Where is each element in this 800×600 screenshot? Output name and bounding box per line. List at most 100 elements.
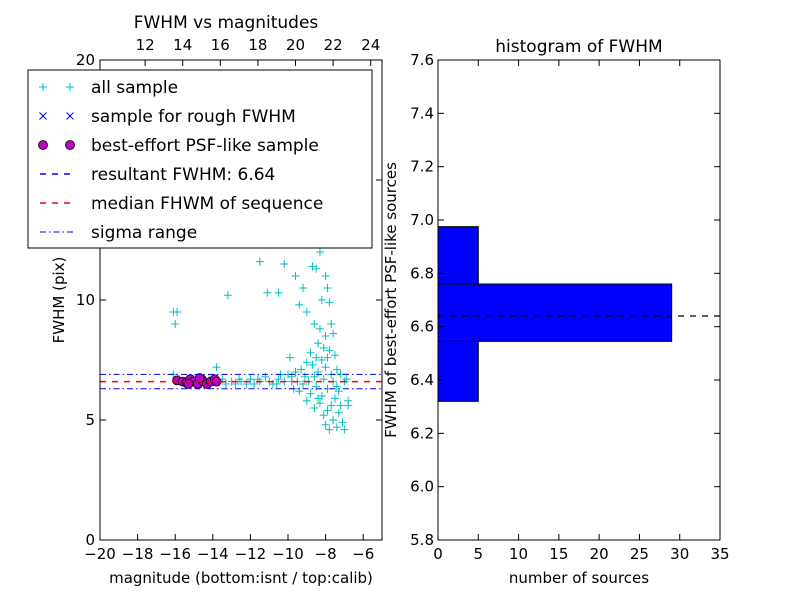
all-sample-point bbox=[285, 353, 294, 362]
all-sample-point bbox=[331, 351, 339, 360]
all-sample-point bbox=[223, 291, 232, 300]
all-sample-point bbox=[332, 382, 341, 391]
legend-circle-marker bbox=[65, 140, 75, 150]
y-tick-label: 20 bbox=[76, 51, 95, 69]
legend-label: best-effort PSF-like sample bbox=[91, 136, 319, 156]
scatter-panel: FWHM vs magnitudes −20 −18 −16 −14 −12 −10 −8−… bbox=[27, 13, 383, 587]
histogram-axes: 0 5 10 15 20 25 30 35 5.8 6.0 6.2 6.4 6.6 6.8 7.0 7.2 7.… bbox=[410, 51, 729, 563]
all-sample-point bbox=[321, 332, 330, 340]
all-sample-point bbox=[336, 401, 345, 410]
top-x-tick-label: 14 bbox=[173, 36, 192, 54]
y-tick-label: 7.2 bbox=[410, 158, 434, 176]
y-tick-label: 7.6 bbox=[410, 51, 434, 69]
legend-cross-marker bbox=[39, 112, 47, 120]
y-tick-label: 7.0 bbox=[410, 211, 434, 229]
y-tick-label: 10 bbox=[76, 291, 95, 309]
all-sample-point bbox=[315, 324, 324, 333]
x-tick-label: 25 bbox=[630, 545, 649, 563]
all-sample-point bbox=[297, 365, 306, 374]
scatter-ylabel: FWHM (pix) bbox=[50, 257, 68, 344]
all-sample-point bbox=[338, 418, 347, 427]
histogram-bar bbox=[437, 340, 479, 402]
top-x-tick-label: 16 bbox=[211, 36, 230, 54]
all-sample-point bbox=[319, 375, 328, 384]
x-tick-label: 0 bbox=[433, 545, 443, 563]
legend-box bbox=[27, 69, 373, 249]
top-x-tick-label: 12 bbox=[136, 36, 155, 54]
all-sample-point bbox=[325, 346, 334, 355]
all-sample-point bbox=[302, 308, 311, 316]
all-sample-point bbox=[212, 363, 221, 372]
legend-entry: best-effort PSF-like sample bbox=[38, 136, 319, 156]
all-sample-point bbox=[312, 353, 321, 362]
all-sample-point bbox=[327, 401, 336, 410]
all-sample-point bbox=[340, 425, 349, 434]
legend-label: median FHWM of sequence bbox=[91, 194, 323, 214]
legend-label: sample for rough FWHM bbox=[91, 107, 296, 127]
all-sample-point bbox=[342, 375, 351, 384]
legend-circle-marker bbox=[38, 140, 48, 150]
all-sample-point bbox=[246, 375, 255, 384]
x-tick-label: −6 bbox=[352, 545, 374, 563]
all-sample-point bbox=[329, 329, 338, 338]
all-sample-point bbox=[314, 339, 323, 348]
x-tick-label: −12 bbox=[235, 545, 267, 563]
legend-entry: sample for rough FWHM bbox=[39, 107, 296, 127]
x-tick-label: −20 bbox=[84, 545, 116, 563]
all-sample-point bbox=[263, 288, 272, 297]
all-sample-point bbox=[319, 411, 328, 420]
scatter-title: FWHM vs magnitudes bbox=[134, 13, 319, 33]
all-sample-point bbox=[327, 320, 336, 328]
y-tick-label: 7.4 bbox=[410, 104, 434, 122]
x-tick-label: −16 bbox=[159, 545, 191, 563]
all-sample-point bbox=[325, 425, 334, 434]
legend-label: all sample bbox=[91, 78, 178, 98]
legend-label: sigma range bbox=[91, 223, 197, 243]
all-sample-point bbox=[302, 396, 311, 405]
all-sample-point bbox=[255, 257, 264, 266]
all-sample-point bbox=[314, 394, 323, 403]
all-sample-point bbox=[274, 288, 283, 297]
top-x-tick-label: 22 bbox=[324, 36, 343, 54]
all-sample-point bbox=[317, 356, 326, 364]
histogram-bar bbox=[437, 226, 479, 285]
scatter-axes: −20−18−16−14−12−10−8−6051015201214161820… bbox=[76, 36, 382, 563]
y-tick-label: 0 bbox=[85, 531, 95, 549]
all-sample-point bbox=[344, 396, 353, 405]
all-sample-point bbox=[315, 248, 324, 256]
x-tick-label: −10 bbox=[272, 545, 304, 563]
psf-like-point bbox=[194, 373, 205, 383]
x-tick-label: 15 bbox=[549, 545, 568, 563]
y-tick-label: 6.6 bbox=[410, 318, 434, 336]
histogram-bar bbox=[437, 283, 673, 342]
x-tick-label: 10 bbox=[509, 545, 528, 563]
all-sample-point bbox=[323, 284, 332, 292]
all-sample-point bbox=[321, 420, 330, 429]
all-sample-point bbox=[299, 380, 308, 388]
legend-entry: all sample bbox=[39, 78, 178, 98]
x-tick-label: 35 bbox=[710, 545, 729, 563]
all-sample-point bbox=[321, 363, 330, 372]
all-sample-point bbox=[323, 353, 332, 362]
scatter-hlines bbox=[100, 373, 382, 390]
top-x-tick-label: 24 bbox=[361, 36, 380, 54]
all-sample-point bbox=[306, 389, 315, 398]
histogram-frame bbox=[437, 59, 721, 541]
all-sample-point bbox=[306, 348, 315, 357]
x-tick-label: 5 bbox=[474, 545, 484, 563]
all-sample-point bbox=[325, 298, 334, 307]
all-sample-point bbox=[319, 344, 328, 352]
all-sample-point bbox=[274, 375, 283, 384]
x-tick-label: −18 bbox=[122, 545, 154, 563]
x-tick-label: −8 bbox=[315, 545, 337, 563]
y-tick-label: 6.8 bbox=[410, 264, 434, 282]
all-sample-point bbox=[321, 272, 330, 280]
top-x-tick-label: 20 bbox=[286, 36, 305, 54]
all-sample-point bbox=[299, 284, 308, 292]
all-sample-point bbox=[312, 264, 321, 273]
scatter-xlabel: magnitude (bottom:isnt / top:calib) bbox=[109, 569, 373, 587]
all-sample-point bbox=[332, 365, 341, 374]
all-sample-point bbox=[272, 380, 281, 388]
all-sample-point bbox=[310, 372, 319, 381]
